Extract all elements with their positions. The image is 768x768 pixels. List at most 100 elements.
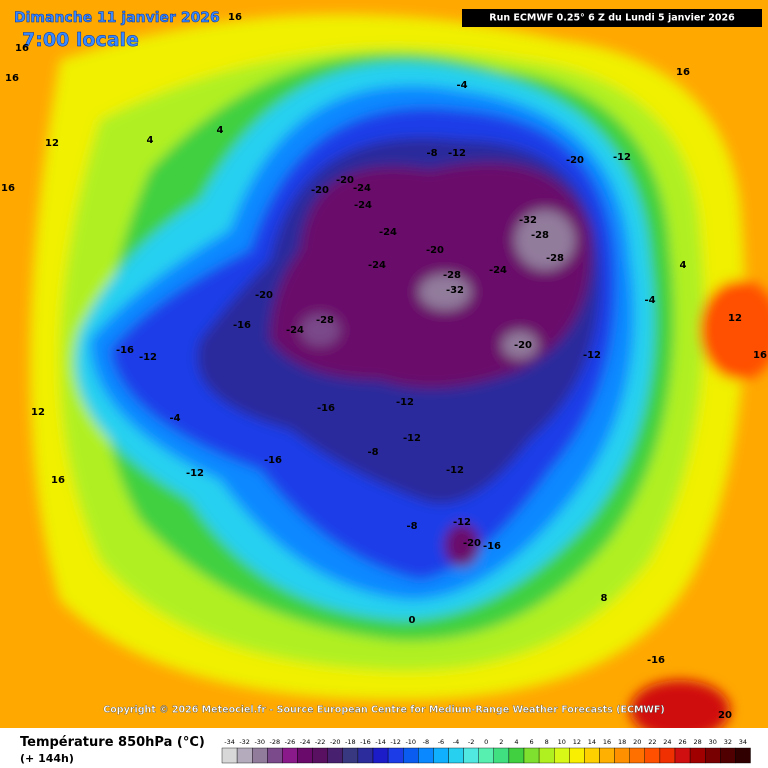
legend-value: -22	[315, 738, 326, 746]
legend-swatch	[508, 747, 525, 764]
legend-scale: -34 -32 -30 -28 -26 -24 -22 -20 -18 -16 -14 -12 -10-…	[221, 738, 751, 764]
date-title: Dimanche 11 janvier 2026	[14, 10, 220, 26]
legend-value: 14	[588, 738, 596, 746]
contour-label: -8	[426, 148, 437, 159]
contour-label: 16	[228, 12, 242, 23]
contour-label: -20	[566, 155, 584, 166]
contour-label: 4	[217, 125, 224, 136]
legend-swatch	[372, 747, 389, 764]
contour-label: -28	[546, 253, 564, 264]
legend-swatch	[448, 747, 464, 764]
legend-value: -28	[270, 738, 281, 746]
copyright: Copyright © 2026 Meteociel.fr - Source E…	[103, 705, 664, 716]
contour-label: -12	[583, 350, 601, 361]
contour-label: -24	[379, 227, 397, 238]
contour-label: -24	[368, 260, 386, 271]
legend-swatch	[251, 747, 268, 764]
contour-label: 16	[5, 73, 19, 84]
legend-value: -30	[254, 738, 265, 746]
contour-label: -28	[443, 270, 461, 281]
legend-swatch	[236, 747, 253, 764]
contour-label: -12	[403, 433, 421, 444]
legend-swatch	[614, 747, 630, 764]
legend-value: -10	[405, 738, 416, 746]
run-box	[462, 9, 762, 27]
contour-label: -20	[514, 340, 532, 351]
legend-value: 2	[499, 738, 503, 746]
legend-value: -6	[438, 738, 444, 746]
contour-label: -16	[317, 403, 335, 414]
legend-value: -24	[300, 738, 311, 746]
contour-label: -4	[456, 80, 467, 91]
legend-swatch	[387, 747, 404, 764]
legend-swatch	[584, 747, 600, 764]
contour-label: 8	[601, 593, 608, 604]
contour-label: -20	[426, 245, 444, 256]
legend-swatch	[735, 747, 751, 764]
legend-swatch	[463, 747, 479, 764]
contour-label: -8	[406, 521, 417, 532]
contour-label: 16	[15, 43, 29, 54]
time-title: 7:00 locale	[22, 29, 139, 51]
legend-value: -4	[453, 738, 459, 746]
contour-label: -20	[463, 538, 481, 549]
legend-swatch	[267, 747, 283, 764]
legend-value: 34	[739, 738, 747, 746]
contour-label: -12	[613, 152, 631, 163]
legend-swatch	[297, 747, 313, 764]
contour-label: -24	[286, 325, 304, 336]
legend-swatch	[569, 747, 585, 764]
legend-swatch	[689, 747, 706, 764]
run-info: Run ECMWF 0.25° 6 Z du Lundi 5 janvier 2…	[489, 13, 735, 24]
contour-label: 12	[31, 407, 45, 418]
legend-swatch	[403, 747, 419, 764]
legend-value: 16	[603, 738, 611, 746]
legend-value: -20	[330, 738, 341, 746]
legend-swatch	[342, 747, 359, 764]
legend-swatch	[282, 747, 298, 764]
legend-swatch	[599, 747, 615, 764]
contour-label: -28	[316, 315, 334, 326]
legend-swatch	[478, 747, 495, 764]
contour-label: 16	[1, 183, 15, 194]
legend-value: 10	[558, 738, 566, 746]
contour-label: -28	[531, 230, 549, 241]
contour-label: -32	[446, 285, 464, 296]
legend-swatch	[705, 747, 721, 764]
legend-value: 12	[573, 738, 581, 746]
legend-swatch	[554, 747, 570, 764]
legend-swatch	[644, 747, 661, 764]
contour-label: 16	[676, 67, 690, 78]
contour-label: -16	[264, 455, 282, 466]
contour-label: -12	[446, 465, 464, 476]
legend-value: -26	[285, 738, 296, 746]
contour-label: -16	[483, 541, 501, 552]
legend-value: -16	[360, 738, 371, 746]
legend-swatch	[674, 747, 691, 764]
legend-swatch	[629, 747, 646, 764]
contour-label: 20	[718, 710, 732, 721]
contour-label: -8	[367, 447, 378, 458]
legend-swatch	[312, 747, 328, 764]
contour-label: 16	[753, 350, 767, 361]
legend-value: 32	[724, 738, 732, 746]
contour-label: -12	[453, 517, 471, 528]
legend-swatch	[221, 747, 238, 764]
legend-value: -14	[375, 738, 386, 746]
legend-value: -32	[239, 738, 250, 746]
contour-label: -24	[354, 200, 372, 211]
temperature-field	[30, 14, 768, 740]
legend-value: 0	[484, 738, 488, 746]
contour-label: -24	[353, 183, 371, 194]
legend-swatch	[418, 747, 434, 764]
legend-value: -34	[224, 738, 235, 746]
contour-label: -24	[489, 265, 507, 276]
legend-value: 22	[648, 738, 656, 746]
legend-title: Température 850hPa (°C)	[20, 735, 205, 750]
contour-label: 0	[409, 615, 416, 626]
contour-label: -12	[448, 148, 466, 159]
contour-label: 12	[45, 138, 59, 149]
legend-value: -12	[390, 738, 401, 746]
